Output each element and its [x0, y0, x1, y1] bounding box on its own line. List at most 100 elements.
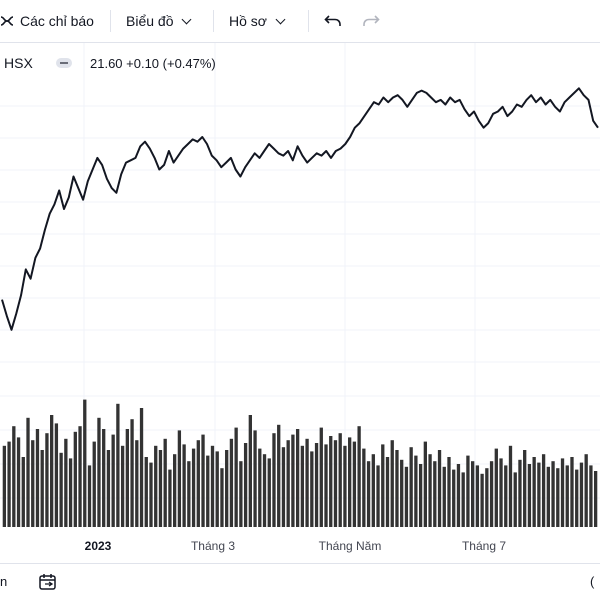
volume-bar: [437, 450, 442, 527]
volume-bar: [385, 457, 390, 527]
volume-bar: [461, 472, 465, 527]
volume-bar: [295, 429, 300, 527]
collapse-legend-icon[interactable]: [56, 58, 72, 68]
x-tick-label: Tháng 7: [462, 539, 506, 553]
volume-bar: [560, 458, 565, 527]
volume-bar: [106, 450, 111, 527]
volume-bar: [149, 462, 153, 527]
volume-bar: [215, 451, 219, 527]
x-tick-label: Tháng Năm: [319, 539, 382, 553]
volume-bar: [348, 437, 352, 527]
volume-bar: [319, 427, 323, 527]
volume-bar: [31, 440, 35, 527]
volume-bar: [50, 415, 54, 527]
volume-bar: [7, 441, 11, 527]
bottom-toolbar: n (: [0, 563, 600, 601]
volume-bar: [480, 473, 484, 527]
volume-bar: [579, 462, 584, 527]
volume-bar: [395, 450, 399, 527]
bottom-right-text: (: [590, 574, 595, 589]
volume-bar: [281, 447, 286, 527]
volume-bar: [243, 443, 248, 527]
volume-bar: [35, 429, 40, 527]
volume-bar: [541, 454, 546, 527]
indicators-button[interactable]: Các chỉ báo: [0, 0, 94, 42]
volume-bar: [83, 399, 87, 527]
volume-bar: [300, 445, 305, 527]
volume-bar: [64, 438, 68, 527]
volume-bar: [87, 465, 92, 527]
chevron-down-icon: [275, 14, 286, 24]
chart-type-label: Biểu đồ: [126, 13, 174, 29]
volume-bar: [442, 466, 446, 527]
volume-bar: [489, 461, 494, 527]
volume-bar: [78, 426, 82, 527]
undo-button[interactable]: [324, 0, 342, 42]
volume-bar: [210, 445, 215, 527]
volume-bar: [248, 415, 252, 527]
redo-icon: [363, 15, 380, 26]
volume-bar: [144, 457, 148, 527]
volume-bar: [447, 457, 451, 527]
volume-bar: [97, 417, 101, 527]
volume-bar: [154, 445, 158, 527]
volume-bar: [471, 461, 475, 527]
top-toolbar: Các chỉ báo Biểu đồ Hồ sơ: [0, 0, 600, 43]
volume-bar: [16, 437, 21, 527]
volume-bar: [556, 468, 560, 527]
volume-bar: [163, 438, 167, 527]
volume-bar: [277, 424, 281, 527]
volume-bar: [366, 461, 371, 527]
volume-bar: [362, 448, 366, 527]
volume-bar: [352, 441, 357, 527]
volume-bar: [206, 455, 210, 527]
volume-bar: [229, 438, 234, 527]
volume-bar: [314, 443, 319, 527]
redo-button[interactable]: [362, 0, 380, 42]
volume-bar: [239, 461, 243, 527]
price-line: [1, 87, 599, 331]
volume-bar: [546, 466, 550, 527]
price-quote: 21.60 +0.10 (+0.47%): [90, 55, 216, 71]
x-axis-tick-labels: 2023 Tháng 3 Tháng Năm Tháng 7: [85, 539, 507, 553]
indicators-label: Các chỉ báo: [20, 13, 94, 29]
symbol-label: HSX: [4, 55, 33, 71]
volume-bar: [324, 444, 328, 527]
volume-bar: [584, 454, 588, 527]
volume-bar: [305, 438, 309, 527]
volume-bar: [433, 461, 437, 527]
volume-bar: [258, 448, 262, 527]
volume-bar: [68, 458, 73, 527]
volume-bar: [267, 458, 271, 527]
volume-bar: [173, 454, 177, 527]
chart-type-button[interactable]: Biểu đồ: [126, 0, 192, 42]
volume-bar: [508, 445, 513, 527]
volume-bar: [225, 450, 229, 527]
volume-bar: [187, 461, 191, 527]
volume-bar: [54, 423, 59, 527]
volume-bar: [428, 454, 432, 527]
volume-bar: [575, 469, 579, 527]
volume-bar: [120, 445, 125, 527]
volume-bar: [593, 471, 598, 527]
indicators-icon: [0, 16, 14, 26]
volume-bar: [343, 445, 347, 527]
toolbar-divider: [213, 10, 214, 32]
chevron-down-icon: [182, 14, 192, 24]
profile-label: Hồ sơ: [229, 13, 267, 29]
profile-button[interactable]: Hồ sơ: [229, 0, 286, 42]
volume-bar: [494, 448, 498, 527]
volume-bar: [286, 440, 290, 527]
volume-bar: [92, 441, 96, 527]
volume-bar: [485, 468, 489, 527]
volume-bar: [414, 455, 418, 527]
x-tick-label: 2023: [85, 539, 112, 553]
volume-bar: [423, 441, 427, 527]
volume-bar: [409, 447, 413, 527]
date-range-icon[interactable]: [38, 573, 58, 591]
volume-bar: [523, 450, 527, 527]
volume-bar: [139, 408, 144, 527]
volume-bar: [272, 433, 276, 527]
volume-bar: [21, 457, 25, 527]
